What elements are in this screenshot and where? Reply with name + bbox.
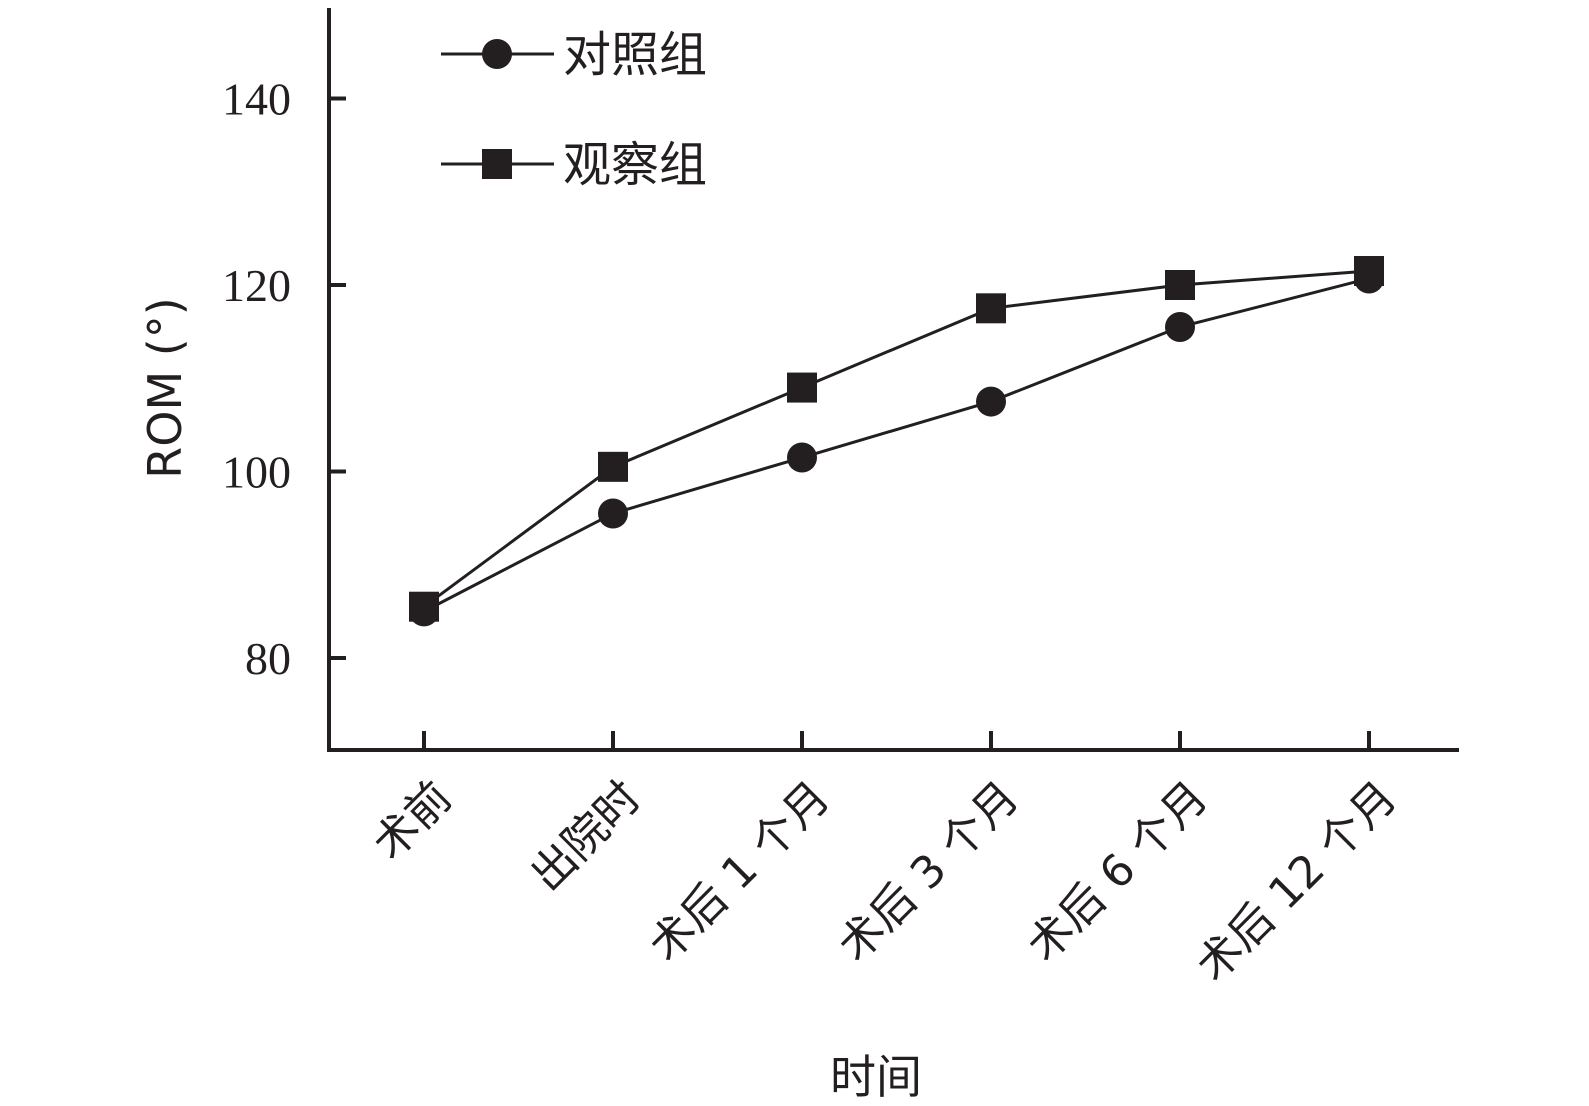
legend-circle-marker [482,39,512,69]
data-point-circle [598,498,628,529]
data-point-circle [1165,311,1195,342]
x-tick-label: 术后 3 个月 [829,772,1029,972]
legend-label: 对照组 [563,27,707,83]
legend-square-marker [482,149,512,179]
series-layer [409,256,1384,627]
y-tick-label: 120 [222,260,291,311]
y-tick-label: 80 [245,633,291,684]
y-axis-title: ROM (°) [138,297,192,478]
data-point-square [976,293,1006,324]
data-point-square [409,591,439,622]
data-point-circle [976,386,1006,417]
x-tick-label: 术后 1 个月 [640,772,840,972]
series-line-observation [423,269,1370,608]
x-tick-label: 术后 12 个月 [1187,772,1407,992]
y-tick-label: 100 [222,447,291,498]
data-point-square [598,451,628,482]
data-point-square [1354,256,1384,287]
axes [327,8,1459,752]
x-tick-label: 出院时 [521,772,650,901]
x-tick-label: 术前 [363,772,461,870]
x-axis-title: 时间 [830,1050,922,1104]
data-point-circle [787,442,817,473]
y-tick-label: 140 [222,74,291,125]
data-point-square [787,372,817,403]
series-line-control [423,277,1370,613]
y-ticks: 80 100 120 140 [222,74,346,684]
legend-label: 观察组 [563,137,707,193]
x-tick-label: 术后 6 个月 [1018,772,1218,972]
data-point-square [1165,270,1195,300]
